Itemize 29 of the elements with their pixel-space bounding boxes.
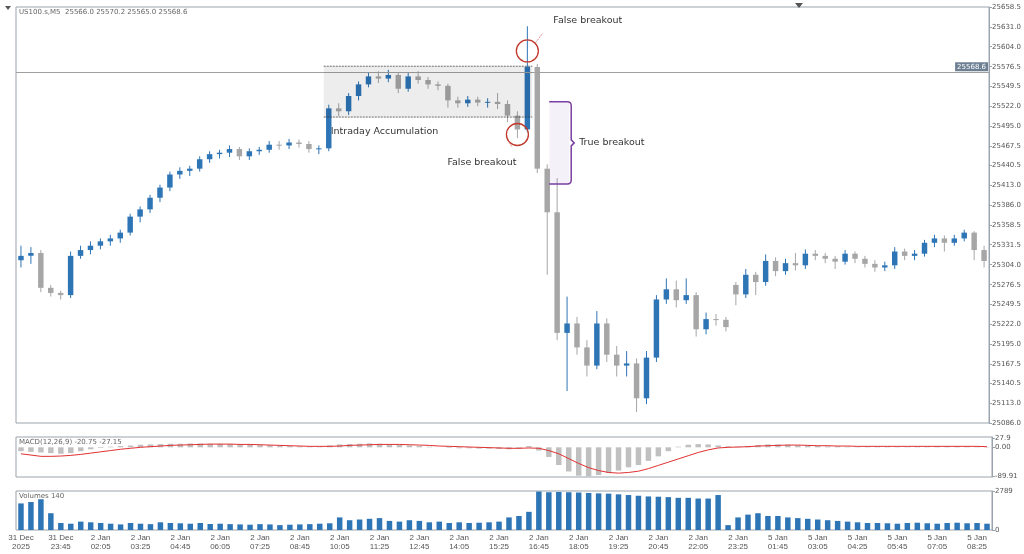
x-tick-label: 2 Jan 14:05 [449,533,470,551]
x-tick-label: 2 Jan 19:25 [608,533,630,551]
x-tick-label: 2 Jan 07:25 [249,533,271,551]
x-tick-label: 2 Jan 10:05 [329,533,351,551]
x-tick-label: 2 Jan 06:05 [210,533,231,551]
annotation: True breakout [578,136,645,148]
x-tick-label: 2 Jan 22:05 [688,533,709,551]
x-tick-label: 5 Jan 01:45 [767,533,789,551]
x-tick-label: 31 Dec 23:45 [48,533,74,551]
x-tick-label: 2 Jan 15:25 [489,533,510,551]
annotation: False breakout [447,156,517,168]
x-tick-label: 2 Jan 02:05 [90,533,112,551]
x-tick-label: 5 Jan 03:05 [807,533,829,551]
x-tick-label: 5 Jan 08:25 [967,533,988,551]
x-tick-label: 2 Jan 03:25 [130,533,152,551]
x-tick-label: 2 Jan 16:45 [528,533,550,551]
x-tick-label: 2 Jan 18:05 [568,533,590,551]
x-tick-label: 2 Jan 04:45 [170,533,191,551]
x-tick-label: 2 Jan 20:45 [648,533,669,551]
x-tick-label: 5 Jan 05:45 [887,533,908,551]
x-tick-label: 2 Jan 23:25 [728,533,749,551]
x-tick-label: 2 Jan 11:25 [369,533,390,551]
annotation: False breakout [553,14,623,26]
x-tick-label: 5 Jan 07:05 [927,533,948,551]
x-tick-label: 2 Jan 12:45 [409,533,430,551]
x-tick-label: 2 Jan 08:45 [289,533,311,551]
x-tick-label: 31 Dec 2025 [8,533,34,551]
annotation: Intraday Accumulation [330,124,439,136]
x-tick-label: 5 Jan 04:25 [847,533,869,551]
